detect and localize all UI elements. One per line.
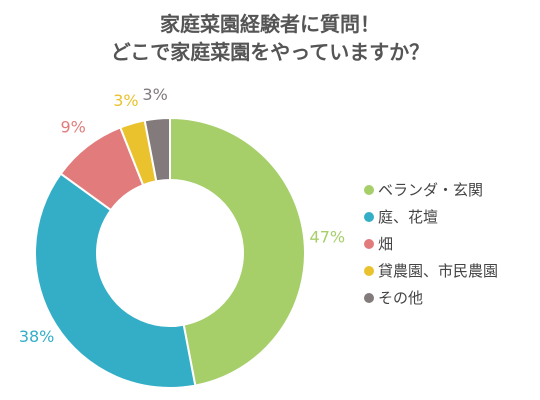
legend-label: その他 bbox=[378, 289, 424, 307]
chart-legend: ベランダ・玄関 庭、花壇 畑 貸農園、市民農園 その他 bbox=[364, 176, 498, 311]
slice-label-veranda: 47% bbox=[310, 228, 346, 247]
legend-swatch bbox=[364, 265, 374, 276]
legend-label: 貸農園、市民農園 bbox=[378, 262, 499, 280]
chart-title-line1: 家庭菜園経験者に質問！ bbox=[160, 12, 380, 36]
chart-title-line2: どこで家庭菜園をやっていますか？ bbox=[110, 40, 430, 64]
legend-label: 畑 bbox=[378, 235, 394, 253]
legend-swatch bbox=[364, 211, 374, 222]
slice-label-other: 3% bbox=[142, 85, 167, 104]
legend-item-veranda[interactable]: ベランダ・玄関 bbox=[364, 176, 498, 203]
legend-swatch bbox=[364, 292, 374, 303]
legend-label: ベランダ・玄関 bbox=[378, 181, 484, 199]
legend-item-field[interactable]: 畑 bbox=[364, 230, 498, 257]
slice-veranda[interactable] bbox=[169, 116, 306, 387]
legend-item-garden[interactable]: 庭、花壇 bbox=[364, 203, 498, 230]
legend-label: 庭、花壇 bbox=[378, 208, 439, 226]
slice-label-field: 9% bbox=[60, 118, 85, 137]
slice-label-rental-farm: 3% bbox=[113, 91, 138, 110]
slice-label-garden: 38% bbox=[19, 327, 55, 346]
legend-item-rental-farm[interactable]: 貸農園、市民農園 bbox=[364, 257, 498, 284]
slice-other[interactable] bbox=[143, 116, 171, 183]
legend-swatch bbox=[364, 238, 374, 249]
legend-item-other[interactable]: その他 bbox=[364, 284, 498, 311]
slice-garden[interactable] bbox=[34, 172, 197, 389]
legend-swatch bbox=[364, 184, 374, 195]
